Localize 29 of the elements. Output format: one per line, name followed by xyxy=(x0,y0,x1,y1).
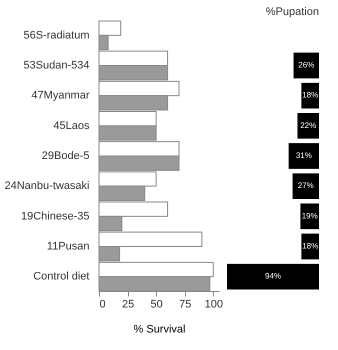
x-tick-label: 50 xyxy=(150,298,163,310)
y-tick-label: 45Laos xyxy=(53,120,90,132)
chart-title: %Pupation xyxy=(266,6,319,18)
y-tick-label: 56S-radiatum xyxy=(23,29,90,42)
data-label: 22% xyxy=(300,120,316,130)
bar xyxy=(297,113,319,139)
data-label: 18% xyxy=(302,242,318,251)
y-tick-label: 47Myanmar xyxy=(31,90,90,102)
y-tick-label: 19Chinese-35 xyxy=(21,210,90,222)
y-tick-label: 29Bode-5 xyxy=(42,150,90,162)
y-tick-label: 24Nanbu-twasaki xyxy=(4,180,90,192)
data-label: 94% xyxy=(264,272,282,281)
x-tick-label: 25 xyxy=(122,298,134,310)
x-axis-title: % Survival xyxy=(134,324,186,336)
y-tick-label: 53Sudan-534 xyxy=(23,59,90,72)
y-tick-label: 11Pusan xyxy=(46,240,90,253)
bar xyxy=(294,52,319,78)
bar xyxy=(227,264,319,290)
data-label: 31% xyxy=(296,151,312,160)
bar xyxy=(292,173,319,199)
y-tick-label: Control diet xyxy=(33,270,90,283)
data-label: 27% xyxy=(298,181,314,190)
data-label: 19% xyxy=(302,211,318,220)
x-tick-label: 0 xyxy=(100,298,106,310)
data-label: 18% xyxy=(302,90,318,100)
x-tick-label: 75 xyxy=(179,298,192,310)
data-label: 26% xyxy=(298,60,314,70)
x-tick-label: 100 xyxy=(204,298,223,310)
bar xyxy=(288,143,319,169)
